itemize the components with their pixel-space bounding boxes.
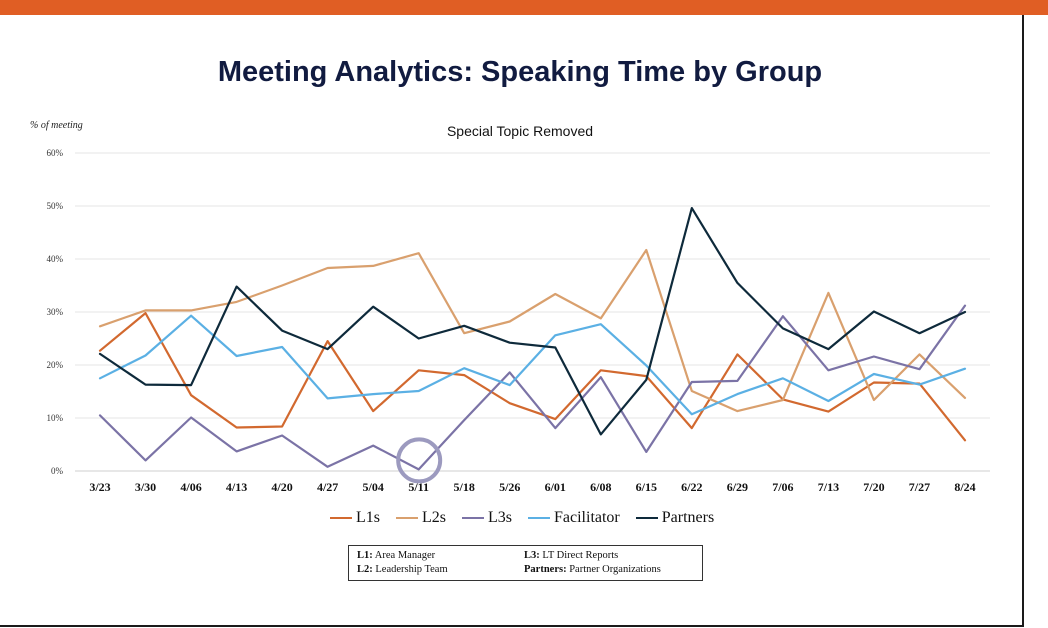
y-tick-label: 30% bbox=[47, 307, 64, 317]
x-tick-label: 7/13 bbox=[818, 480, 839, 494]
legend-label-partners: Partners bbox=[661, 509, 715, 526]
x-tick-label: 3/23 bbox=[89, 480, 110, 494]
legend-label-l3s: L3s bbox=[488, 509, 512, 526]
x-tick-label: 7/06 bbox=[772, 480, 793, 494]
key-partners: Partners: Partner Organizations bbox=[524, 564, 661, 575]
y-tick-label: 20% bbox=[47, 360, 64, 370]
key-l2-desc: Leadership Team bbox=[375, 564, 448, 575]
x-tick-label: 6/01 bbox=[545, 480, 566, 494]
x-tick-label: 4/27 bbox=[317, 480, 338, 494]
series-line-facilitator bbox=[98, 314, 967, 416]
series-line-l2s bbox=[98, 248, 967, 413]
legend-item-l2s: L2s bbox=[396, 509, 446, 527]
x-tick-label: 7/20 bbox=[863, 480, 884, 494]
highlight-circle bbox=[396, 437, 443, 484]
x-tick-label: 4/13 bbox=[226, 480, 247, 494]
key-l1: L1: Area Manager bbox=[357, 550, 435, 561]
legend-swatch-l1s bbox=[330, 516, 352, 520]
legend-item-l3s: L3s bbox=[462, 509, 512, 527]
y-tick-label: 0% bbox=[51, 466, 64, 476]
legend-item-l1s: L1s bbox=[330, 509, 380, 527]
x-tick-label: 5/26 bbox=[499, 480, 520, 494]
chart-series bbox=[98, 207, 967, 471]
legend-swatch-facilitator bbox=[528, 516, 550, 520]
legend-swatch-partners bbox=[635, 516, 658, 520]
chart-gridlines bbox=[75, 152, 990, 472]
legend-item-facilitator: Facilitator bbox=[528, 509, 620, 527]
legend-swatch-l2s bbox=[396, 516, 418, 520]
x-tick-label: 6/15 bbox=[636, 480, 657, 494]
key-l3-term: L3: bbox=[524, 550, 540, 561]
x-tick-label: 5/11 bbox=[408, 480, 429, 494]
slide-frame bbox=[0, 15, 1024, 627]
x-tick-label: 8/24 bbox=[954, 480, 975, 494]
y-axis-ticks: 0% 10% 20% 30% 40% 50% 60% bbox=[47, 148, 64, 476]
key-partners-term: Partners: bbox=[524, 564, 567, 575]
key-l2: L2: Leadership Team bbox=[357, 564, 448, 575]
series-line-l3s bbox=[98, 304, 967, 471]
x-tick-label: 5/18 bbox=[454, 480, 475, 494]
series-line-partners bbox=[98, 207, 967, 436]
x-tick-label: 4/20 bbox=[271, 480, 292, 494]
x-tick-label: 7/27 bbox=[909, 480, 930, 494]
y-tick-label: 40% bbox=[47, 254, 64, 264]
legend-swatch-l3s bbox=[462, 516, 484, 520]
y-tick-label: 60% bbox=[47, 148, 64, 158]
x-tick-label: 6/08 bbox=[590, 480, 611, 494]
key-l3: L3: LT Direct Reports bbox=[524, 550, 618, 561]
chart-subtitle: Special Topic Removed bbox=[446, 123, 594, 139]
header-accent-bar bbox=[0, 0, 1048, 15]
highlight-layer bbox=[396, 437, 443, 484]
key-l1-term: L1: bbox=[357, 550, 373, 561]
x-tick-label: 4/06 bbox=[180, 480, 201, 494]
y-tick-label: 50% bbox=[47, 201, 64, 211]
group-key-box: L1: Area Manager L2: Leadership Team L3:… bbox=[348, 545, 703, 581]
legend-item-partners: Partners bbox=[635, 509, 715, 527]
chart-legend: L1s L2s L3s Facilitator Partners bbox=[330, 509, 730, 527]
y-axis-label: % of meeting bbox=[30, 120, 83, 131]
key-l2-term: L2: bbox=[357, 564, 373, 575]
legend-label-l1s: L1s bbox=[356, 509, 380, 526]
y-tick-label: 10% bbox=[47, 413, 64, 423]
page-title: Meeting Analytics: Speaking Time by Grou… bbox=[217, 56, 823, 88]
legend-label-l2s: L2s bbox=[422, 509, 446, 526]
key-l3-desc: LT Direct Reports bbox=[542, 550, 619, 561]
x-tick-label: 5/04 bbox=[362, 480, 383, 494]
x-axis-ticks: 3/23 3/30 4/06 4/13 4/20 4/27 5/04 5/11 5/18 5/26… bbox=[89, 480, 975, 494]
x-tick-label: 6/22 bbox=[681, 480, 702, 494]
x-tick-label: 3/30 bbox=[135, 480, 156, 494]
key-l1-desc: Area Manager bbox=[374, 550, 436, 561]
legend-label-facilitator: Facilitator bbox=[554, 509, 620, 526]
series-line-l1s bbox=[98, 312, 967, 442]
x-tick-label: 6/29 bbox=[727, 480, 748, 494]
key-partners-desc: Partner Organizations bbox=[569, 564, 661, 575]
